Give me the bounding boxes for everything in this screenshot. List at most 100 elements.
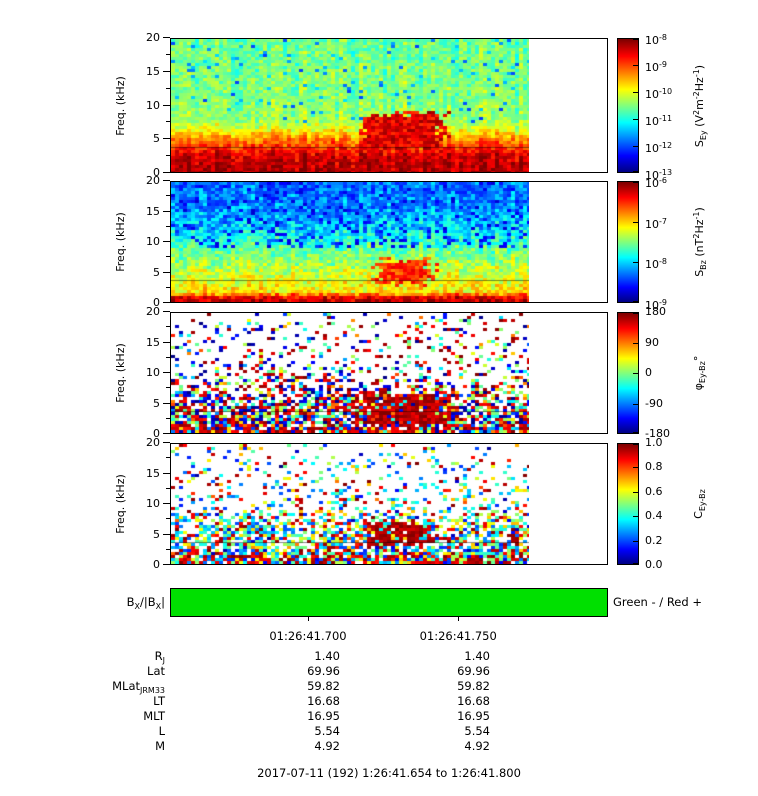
ytick-mark-sbz-15 xyxy=(163,211,170,212)
colorbar-tick-sey-5 xyxy=(633,171,638,172)
colorbar-tick-label-coherence-4: 0.2 xyxy=(645,533,663,547)
ytick-label-sey-10: 10 xyxy=(146,98,160,112)
time-tick-mark-0 xyxy=(308,617,309,621)
ytick-mark-sbz-20 xyxy=(163,180,170,181)
ytick-minor-sbz-17.5 xyxy=(166,195,170,196)
ytick-label-coherence-10: 10 xyxy=(146,497,160,510)
ephemeris-value-2-0: 59.82 xyxy=(307,679,340,693)
ytick-minor-sey-7.5 xyxy=(166,121,170,122)
ephemeris-label-5: L xyxy=(158,724,165,738)
ephemeris-value-0-0: 1.40 xyxy=(314,649,340,663)
ytick-minor-sey-2.5 xyxy=(166,155,170,156)
time-tick-label-0: 01:26:41.700 xyxy=(269,629,347,643)
ytick-label-sey-5: 5 xyxy=(153,132,160,146)
colorbar-tick-coherence-0 xyxy=(633,444,638,445)
ephemeris-value-1-1: 69.96 xyxy=(457,664,490,678)
spectrogram-coherence xyxy=(171,444,529,564)
ephemeris-label-4: MLT xyxy=(143,709,165,723)
ytick-mark-phase-15 xyxy=(163,342,170,343)
colorbar-tick-coherence-2 xyxy=(633,492,638,493)
colorbar-tick-label-sey-3: 10-11 xyxy=(645,114,673,128)
ephemeris-value-6-1: 4.92 xyxy=(464,739,490,753)
colorbar-tick-label-phase-1: 90 xyxy=(645,335,659,349)
ephemeris-value-4-1: 16.95 xyxy=(457,709,490,723)
ytick-label-coherence-0: 0 xyxy=(153,558,160,571)
ephemeris-label-1: Lat xyxy=(147,664,165,678)
colorbar-tick-label-coherence-1: 0.8 xyxy=(645,460,663,474)
colorbar-tick-sbz-2 xyxy=(633,262,638,263)
colorbar-tick-sey-0 xyxy=(633,39,638,40)
colorbar-tick-label-coherence-3: 0.4 xyxy=(645,509,663,523)
spectrogram-phase xyxy=(171,313,529,433)
ytick-mark-phase-10 xyxy=(163,372,170,373)
ytick-minor-phase-17.5 xyxy=(166,326,170,327)
ytick-label-coherence-5: 5 xyxy=(153,527,160,541)
ytick-mark-coherence-10 xyxy=(163,503,170,504)
ytick-mark-sbz-10 xyxy=(163,241,170,242)
colorbar-tick-label-sey-0: 10-8 xyxy=(645,33,667,47)
ytick-minor-sbz-7.5 xyxy=(166,256,170,257)
ytick-label-phase-10: 10 xyxy=(146,366,160,379)
ytick-minor-phase-12.5 xyxy=(166,357,170,358)
ytick-mark-sbz-0 xyxy=(163,302,170,303)
colorbar-tick-sey-2 xyxy=(633,92,638,93)
colorbar-tick-label-coherence-2: 0.6 xyxy=(645,484,663,498)
colorbar-tick-label-phase-4: -180 xyxy=(645,427,670,440)
ytick-mark-coherence-15 xyxy=(163,473,170,474)
ytick-mark-phase-0 xyxy=(163,433,170,434)
ephemeris-value-2-1: 59.82 xyxy=(457,679,490,693)
ytick-label-phase-0: 0 xyxy=(153,427,160,440)
colorbar-tick-label-phase-2: 0 xyxy=(645,366,652,379)
ytick-minor-phase-2.5 xyxy=(166,418,170,419)
colorbar-tick-label-phase-0: 180 xyxy=(645,305,666,318)
colorbar-tick-sbz-1 xyxy=(633,222,638,223)
colorbar-tick-coherence-4 xyxy=(633,541,638,542)
ytick-minor-sbz-12.5 xyxy=(166,226,170,227)
ytick-label-coherence-20: 20 xyxy=(146,436,160,449)
colorbar-tick-phase-2 xyxy=(633,373,638,374)
ytick-minor-sey-12.5 xyxy=(166,88,170,89)
ytick-mark-sey-15 xyxy=(163,71,170,72)
colorbar-tick-sey-1 xyxy=(633,65,638,66)
colorbar-tick-label-sbz-0: 10-6 xyxy=(645,176,667,190)
ytick-mark-coherence-0 xyxy=(163,564,170,565)
colorbar-tick-sey-4 xyxy=(633,146,638,147)
colorbar-tick-label-sbz-3: 10-9 xyxy=(645,298,667,312)
ytick-label-sbz-10: 10 xyxy=(146,235,160,248)
bx-bar-legend: Green - / Red + xyxy=(613,595,702,609)
colorbar-sbz xyxy=(618,182,638,302)
colorbar-tick-coherence-1 xyxy=(633,467,638,468)
ytick-mark-sey-0 xyxy=(163,172,170,173)
ytick-minor-coherence-17.5 xyxy=(166,457,170,458)
ephemeris-value-6-0: 4.92 xyxy=(314,739,340,753)
ytick-minor-coherence-7.5 xyxy=(166,518,170,519)
ytick-label-sbz-0: 0 xyxy=(153,296,160,309)
ytick-label-sey-15: 15 xyxy=(146,64,160,78)
colorbar-tick-sbz-3 xyxy=(633,301,638,302)
colorbar-tick-label-sbz-1: 10-7 xyxy=(645,216,667,231)
colorbar-tick-label-phase-3: -90 xyxy=(645,396,663,410)
ytick-mark-sey-20 xyxy=(163,37,170,38)
colorbar-tick-phase-1 xyxy=(633,343,638,344)
ytick-mark-coherence-20 xyxy=(163,442,170,443)
time-tick-label-1: 01:26:41.750 xyxy=(419,629,497,643)
ytick-label-sbz-15: 15 xyxy=(146,204,160,218)
ytick-mark-sey-10 xyxy=(163,105,170,106)
bx-sign-bar xyxy=(170,588,608,617)
colorbar-tick-coherence-3 xyxy=(633,516,638,517)
ephemeris-value-5-1: 5.54 xyxy=(464,724,490,738)
ephemeris-value-4-0: 16.95 xyxy=(307,709,340,723)
ephemeris-value-3-0: 16.68 xyxy=(307,694,340,708)
ephemeris-label-3: LT xyxy=(153,694,165,708)
ephemeris-value-5-0: 5.54 xyxy=(314,724,340,738)
colorbar-tick-sey-3 xyxy=(633,119,638,120)
spectrogram-sbz xyxy=(171,182,529,302)
ephemeris-label-0: RJ xyxy=(154,649,165,665)
ytick-mark-sey-5 xyxy=(163,138,170,139)
colorbar-tick-phase-3 xyxy=(633,404,638,405)
colorbar-axis-label-coherence: CEy-Bz xyxy=(692,489,707,519)
colorbar-tick-label-sey-5: 10-13 xyxy=(645,168,673,182)
spectrogram-sey xyxy=(171,39,529,172)
bx-bar-label: BX/|BX| xyxy=(126,595,165,611)
ytick-label-phase-15: 15 xyxy=(146,335,160,349)
